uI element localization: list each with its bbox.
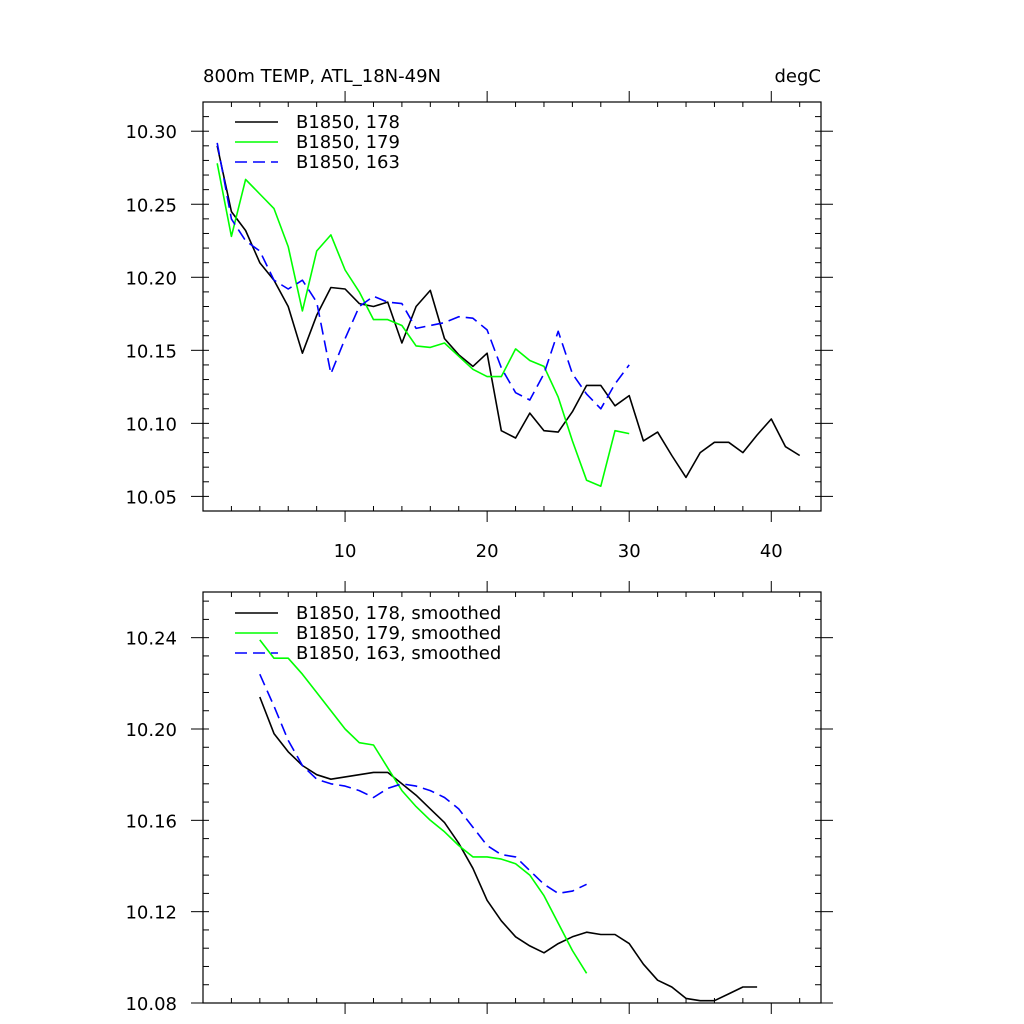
x-tick-label: 30 — [618, 541, 641, 562]
y-tick-label: 10.24 — [125, 629, 177, 650]
y-tick-label: 10.10 — [125, 414, 177, 435]
x-tick-label: 40 — [760, 541, 783, 562]
y-tick-label: 10.16 — [125, 811, 177, 832]
y-tick-label: 10.20 — [125, 720, 177, 741]
bottom-panel: 10.08 10.12 10.16 10.20 10.24 B1850, 178, sm… — [125, 581, 833, 1015]
legend-label-2: B1850, 163 — [296, 152, 400, 173]
series-line-0 — [216, 145, 801, 479]
bottom-plot-frame — [202, 591, 822, 1004]
legend-label-2: B1850, 163, smoothed — [296, 643, 501, 664]
series-line-2 — [216, 142, 630, 410]
x-tick-label: 20 — [476, 541, 499, 562]
chart-units: degC — [775, 66, 822, 87]
y-tick-label: 10.05 — [125, 487, 177, 508]
legend-label-0: B1850, 178 — [296, 112, 400, 133]
series-line-1 — [259, 639, 588, 974]
y-tick-label: 10.15 — [125, 341, 177, 362]
series-line-2 — [259, 673, 587, 895]
legend-label-0: B1850, 178, smoothed — [296, 603, 501, 624]
legend-label-1: B1850, 179, smoothed — [296, 623, 501, 644]
y-tick-label: 10.08 — [125, 994, 177, 1015]
series-line-0 — [259, 696, 758, 1002]
x-tick-label: 10 — [334, 541, 357, 562]
y-tick-label: 10.12 — [125, 903, 177, 924]
y-tick-label: 10.30 — [125, 122, 177, 143]
y-tick-label: 10.25 — [125, 195, 177, 216]
series-line-1 — [216, 163, 630, 488]
top-panel: 800m TEMP, ATL_18N-49N degC 10 20 30 40 10.0… — [125, 66, 833, 562]
chart-title: 800m TEMP, ATL_18N-49N — [203, 66, 441, 87]
y-tick-label: 10.20 — [125, 268, 177, 289]
legend-label-1: B1850, 179 — [296, 132, 400, 153]
